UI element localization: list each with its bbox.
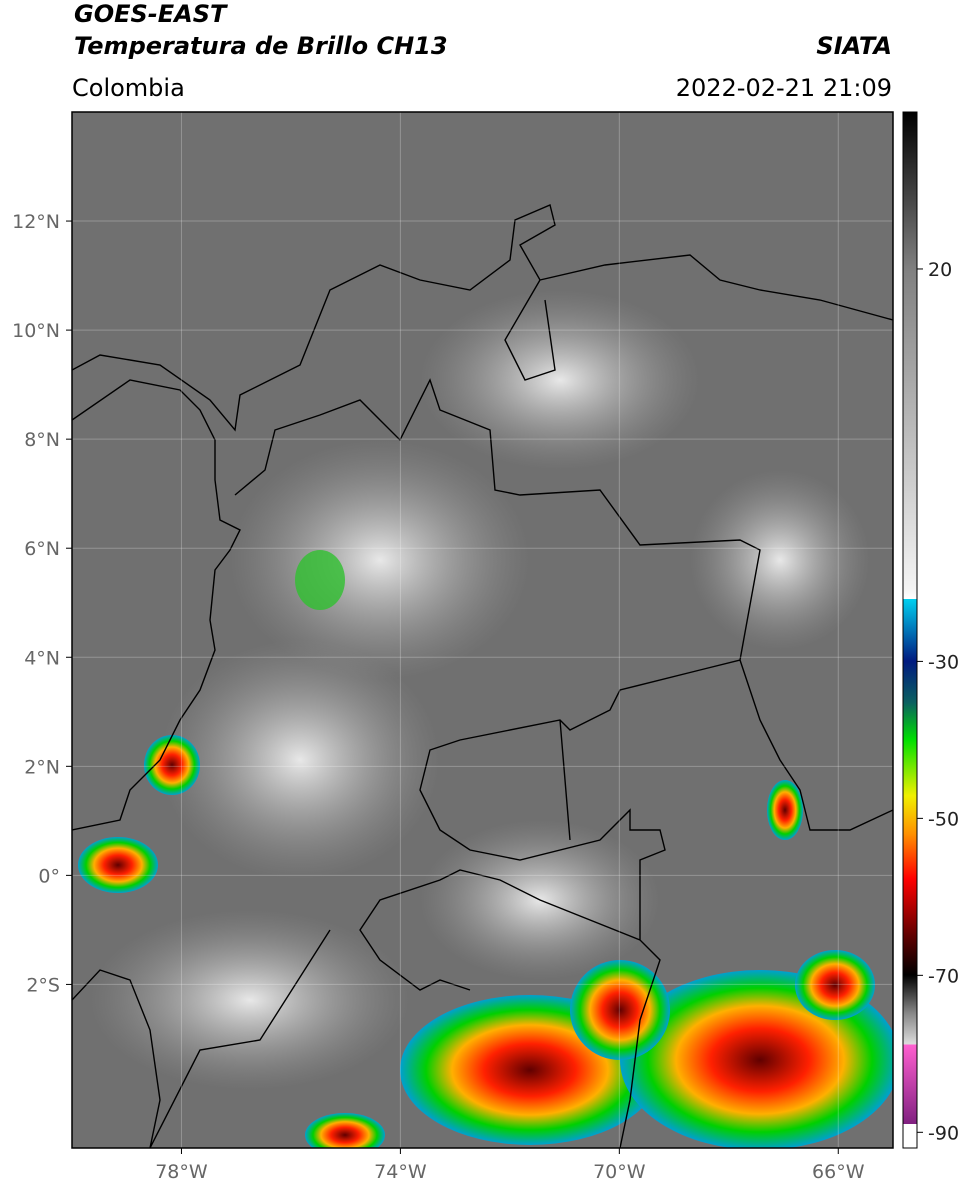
grid	[72, 112, 893, 1148]
satellite-image	[72, 112, 893, 1148]
y-tick-label: 2°S	[26, 974, 60, 996]
timestamp: 2022-02-21 21:09	[676, 74, 892, 102]
x-tick-label: 66°W	[812, 1161, 865, 1183]
source: SIATA	[816, 32, 892, 60]
y-tick-label: 6°N	[24, 538, 60, 560]
y-tick-label: 2°N	[24, 756, 60, 778]
y-tick-label: 12°N	[12, 211, 60, 233]
subtitle: Temperatura de Brillo CH13	[74, 32, 448, 60]
x-tick-label: 70°W	[593, 1161, 646, 1183]
colorbar-tick-label: -90	[928, 1122, 959, 1144]
colorbar	[902, 111, 918, 1149]
y-tick-label: 8°N	[24, 429, 60, 451]
x-tick-label: 78°W	[155, 1161, 208, 1183]
colorbar-tick-label: -70	[928, 965, 959, 987]
borders	[234, 378, 893, 1148]
colorbar-tick-label: -50	[928, 808, 959, 830]
y-tick-label: 4°N	[24, 647, 60, 669]
colorbar-tick-label: -30	[928, 651, 959, 673]
coastline	[72, 204, 893, 1148]
y-tick-label: 10°N	[12, 320, 60, 342]
region: Colombia	[72, 74, 185, 102]
y-tick-label: 0°	[38, 865, 60, 887]
title: GOES-EAST	[74, 0, 228, 28]
x-tick-label: 74°W	[374, 1161, 427, 1183]
colorbar-tick-label: 20	[928, 259, 952, 281]
map-frame	[71, 111, 894, 1149]
